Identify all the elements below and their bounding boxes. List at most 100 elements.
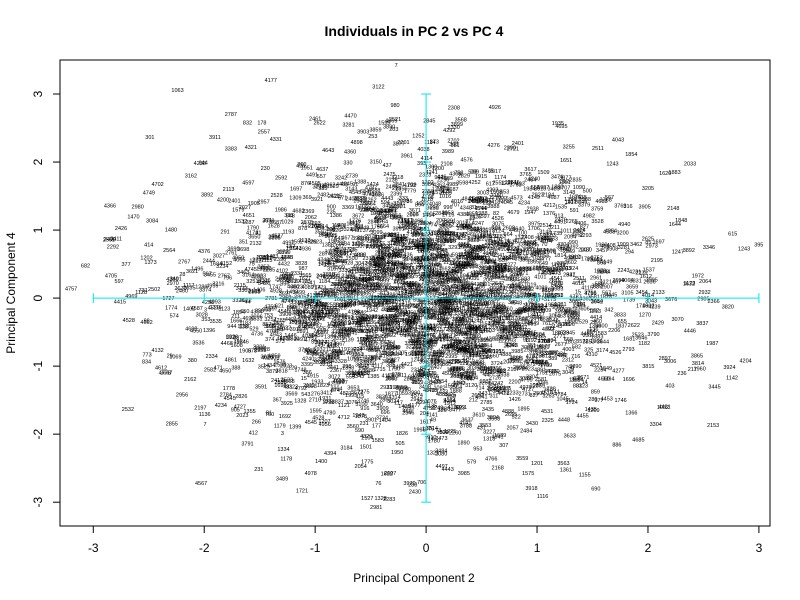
- point-label: 1396: [490, 366, 502, 372]
- point-label: 874: [371, 356, 380, 362]
- point-label: 1146: [408, 316, 420, 322]
- point-label: 1436: [400, 252, 412, 258]
- point-label: 4822: [413, 340, 425, 346]
- point-label: 127: [397, 283, 406, 289]
- point-label: 1179: [274, 423, 286, 429]
- point-label: 1735: [550, 231, 562, 237]
- point-label: 3374: [199, 288, 211, 294]
- point-label: 2054: [466, 376, 478, 382]
- point-label: 231: [254, 467, 263, 473]
- point-label: 3070: [315, 313, 327, 319]
- point-label: 4956: [319, 422, 331, 428]
- point-label: 3149: [428, 262, 440, 268]
- point-label: 4241: [426, 170, 438, 176]
- point-label: 3917: [498, 387, 510, 393]
- point-label: 2334: [206, 354, 218, 360]
- point-label: 1459: [311, 333, 323, 339]
- point-label: 1142: [297, 310, 309, 316]
- point-label: 4218: [358, 278, 370, 284]
- point-label: 3297: [364, 355, 376, 361]
- point-label: 4049: [501, 330, 513, 336]
- point-label: 2026: [455, 359, 467, 365]
- point-label: 3319: [333, 336, 345, 342]
- point-label: 742: [345, 269, 354, 275]
- point-label: 1789: [540, 363, 552, 369]
- point-label: 1883: [668, 170, 680, 176]
- point-label: 1035: [426, 340, 438, 346]
- point-label: 2849: [435, 211, 447, 217]
- point-label: 1338: [409, 283, 421, 289]
- point-label: 1435: [446, 342, 458, 348]
- point-label: 3968: [446, 290, 458, 296]
- point-label: 2611: [399, 310, 411, 316]
- point-label: 4501: [455, 324, 467, 330]
- point-label: 3772: [451, 322, 463, 328]
- point-label: 4921: [385, 208, 397, 214]
- point-label: 2869: [531, 303, 543, 309]
- point-label: 1015: [352, 354, 364, 360]
- point-label: 1617: [355, 205, 367, 211]
- x-tick-label: 3: [756, 541, 763, 555]
- point-label: 1608: [231, 343, 243, 349]
- point-label: 4200: [217, 197, 229, 203]
- point-label: 1417: [565, 200, 577, 206]
- point-label: 4662: [438, 266, 450, 272]
- point-label: 1300: [425, 164, 437, 170]
- point-label: 451: [500, 335, 509, 341]
- point-label: 3350: [446, 275, 458, 281]
- point-label: 1116: [537, 494, 548, 500]
- point-label: 3410: [382, 204, 394, 210]
- point-label: 1586: [438, 280, 450, 286]
- point-label: 2094: [564, 234, 576, 240]
- point-label: 1247: [672, 250, 684, 256]
- point-label: 2475: [383, 172, 395, 178]
- point-label: 4900: [510, 332, 522, 338]
- point-label: 4892: [501, 243, 513, 249]
- point-label: 4985: [446, 182, 458, 188]
- point-label: 1893: [551, 184, 563, 190]
- point-label: 2195: [422, 239, 434, 245]
- point-label: 4136: [307, 293, 319, 299]
- point-label: 962: [434, 175, 443, 181]
- point-label: 562: [497, 369, 506, 375]
- point-label: 2944: [332, 323, 344, 329]
- point-label: 3089: [521, 345, 533, 351]
- point-label: 2572: [454, 291, 466, 297]
- point-label: 4203: [502, 277, 514, 283]
- point-label: 3846: [354, 277, 366, 283]
- point-label: 859: [483, 269, 492, 275]
- point-label: 1098: [385, 296, 397, 302]
- point-label: 780: [326, 228, 335, 234]
- point-label: 3075: [492, 221, 504, 227]
- point-label: 1501: [360, 445, 372, 451]
- point-label: 2929: [366, 244, 378, 250]
- point-label: 4415: [114, 300, 126, 306]
- point-label: 289: [464, 281, 473, 287]
- point-label: 526: [332, 228, 341, 234]
- point-label: 2033: [684, 161, 696, 167]
- point-label: 798: [385, 299, 394, 305]
- point-label: 3645: [470, 292, 482, 298]
- point-label: 3329: [541, 351, 553, 357]
- point-label: 747: [471, 308, 480, 314]
- point-label: 996: [280, 281, 289, 287]
- point-label: 3127: [533, 312, 545, 318]
- point-label: 3317: [288, 311, 300, 317]
- point-label: 1056: [347, 356, 359, 362]
- point-label: 2054: [355, 464, 367, 470]
- point-label: 4744: [281, 299, 293, 305]
- point-label: 215: [392, 186, 401, 192]
- point-label: 2367: [330, 368, 342, 374]
- point-label: 188: [408, 270, 417, 276]
- point-label: 2601: [468, 198, 480, 204]
- point-label: 701: [503, 265, 512, 271]
- point-label: 2017: [489, 169, 501, 175]
- point-label: 141: [551, 390, 560, 396]
- point-label: 3383: [225, 146, 237, 152]
- point-label: 873: [430, 139, 439, 145]
- point-label: 3532: [363, 300, 375, 306]
- point-label: 3307: [483, 367, 495, 373]
- point-label: 1433: [425, 388, 437, 394]
- point-label: 2677: [555, 342, 567, 348]
- point-label: 3484: [435, 448, 447, 454]
